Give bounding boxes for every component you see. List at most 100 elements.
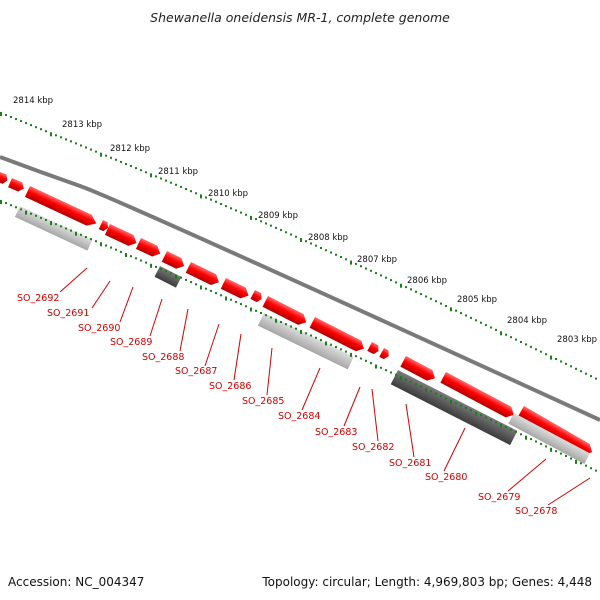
inner-tick-mark xyxy=(10,204,12,207)
inner-tick-mark xyxy=(405,378,407,381)
gene-label[interactable]: SO_2689 xyxy=(110,337,152,348)
gene-label[interactable]: SO_2690 xyxy=(78,323,120,334)
scale-tick-mark xyxy=(195,192,197,195)
gene-label[interactable]: SO_2680 xyxy=(425,472,467,483)
gene-feature-so-2682[interactable] xyxy=(262,296,309,328)
scale-tick-mark xyxy=(290,233,292,236)
scale-tick-mark xyxy=(520,341,522,343)
gene-label[interactable]: SO_2688 xyxy=(142,352,184,363)
scale-tick-label: 2814 kbp xyxy=(13,96,53,106)
feature-light-3[interactable] xyxy=(508,413,590,464)
gene-feature-so-2689[interactable] xyxy=(98,220,110,232)
gene-feature-so-2690[interactable] xyxy=(24,186,99,229)
scale-tick-mark xyxy=(50,132,52,137)
scale-tick-mark xyxy=(370,269,372,272)
scale-tick-label: 2805 kbp xyxy=(457,295,497,305)
inner-tick-mark xyxy=(80,233,82,236)
inner-tick-mark xyxy=(300,330,302,334)
scale-tick-mark xyxy=(215,200,217,203)
inner-tick-mark xyxy=(390,371,392,374)
scale-tick-mark xyxy=(75,142,77,145)
gene-feature-segment[interactable] xyxy=(518,406,595,457)
scale-tick-mark xyxy=(500,331,502,336)
inner-tick-mark xyxy=(495,421,497,424)
inner-tick-mark xyxy=(345,350,347,353)
inner-tick-mark xyxy=(485,416,487,419)
gene-feature-so-2679[interactable] xyxy=(379,348,391,361)
scale-tick-mark xyxy=(595,377,597,380)
gene-label[interactable]: SO_2679 xyxy=(478,492,520,503)
inner-tick-mark xyxy=(365,359,367,362)
gene-feature-so-2685[interactable] xyxy=(185,262,222,288)
scale-tick-mark xyxy=(280,229,282,232)
gene-feature-segment[interactable] xyxy=(440,372,516,420)
feature-dark-1[interactable] xyxy=(154,266,182,288)
scale-ticks: 2814 kbp 2813 kbp 2812 kbp 2811 kbp 2810 kbp… xyxy=(0,96,597,380)
inner-tick-mark xyxy=(230,298,232,301)
inner-tick-mark xyxy=(510,428,512,431)
gene-label[interactable]: SO_2684 xyxy=(278,411,320,422)
gene-feature-so-2684[interactable] xyxy=(220,278,251,301)
scale-tick-mark xyxy=(35,126,37,129)
gene-leader-line xyxy=(301,367,321,411)
gene-label[interactable]: SO_2678 xyxy=(515,506,557,517)
scale-tick-mark xyxy=(115,158,117,161)
inner-tick-mark xyxy=(375,364,377,369)
scale-tick-mark xyxy=(185,188,187,190)
inner-tick-mark xyxy=(200,285,202,290)
feature-light-2[interactable] xyxy=(257,313,354,370)
scale-tick-mark xyxy=(190,190,192,193)
gene-feature-so-2686[interactable] xyxy=(161,251,187,271)
gene-feature-so-2683[interactable] xyxy=(250,290,263,303)
gene-feature-so-2681[interactable] xyxy=(309,317,367,354)
scale-tick-mark xyxy=(530,345,532,348)
scale-tick-mark xyxy=(540,350,542,353)
gene-label[interactable]: SO_2686 xyxy=(209,381,251,392)
scale-tick-mark xyxy=(240,211,242,214)
gene-label[interactable]: SO_2683 xyxy=(315,427,357,438)
gene-feature-so-2687[interactable] xyxy=(135,238,163,259)
inner-tick-mark xyxy=(595,469,597,472)
gene-feature-so-2680[interactable] xyxy=(367,342,381,356)
scale-tick-label: 2809 kbp xyxy=(258,211,298,221)
scale-tick-mark xyxy=(155,175,157,178)
scale-tick-mark xyxy=(40,128,42,131)
inner-tick-mark xyxy=(295,327,297,330)
inner-tick-mark xyxy=(30,212,32,215)
scale-tick-mark xyxy=(265,222,267,225)
scale-tick-mark xyxy=(510,336,512,339)
inner-tick-mark xyxy=(120,250,122,253)
gene-label[interactable]: SO_2691 xyxy=(47,308,89,319)
scale-tick-mark xyxy=(170,181,172,184)
inner-tick-mark xyxy=(250,307,252,312)
gene-label[interactable]: SO_2685 xyxy=(242,396,284,407)
gene-feature-so-2691[interactable] xyxy=(8,178,26,193)
inner-tick-mark xyxy=(55,223,57,226)
scale-tick-mark xyxy=(340,256,342,258)
scale-tick-label: 2803 kbp xyxy=(557,335,597,345)
inner-tick-mark xyxy=(100,242,102,247)
inner-tick-mark xyxy=(310,334,312,337)
inner-tick-mark xyxy=(15,206,17,209)
scale-tick-mark xyxy=(180,185,182,188)
scale-tick-mark xyxy=(305,240,307,243)
scale-tick-mark xyxy=(245,213,247,216)
gene-label[interactable]: SO_2681 xyxy=(389,458,431,469)
gene-feature-so-2688[interactable] xyxy=(104,224,139,248)
feature-dark-2[interactable] xyxy=(390,370,518,446)
feature-light-1[interactable] xyxy=(14,206,93,251)
gene-label[interactable]: SO_2682 xyxy=(352,442,394,453)
inner-tick-mark xyxy=(445,397,447,400)
gene-label[interactable]: SO_2687 xyxy=(175,366,217,377)
inner-tick-mark xyxy=(385,369,387,372)
gene-label[interactable]: SO_2692 xyxy=(17,293,59,304)
gene-feature-so-2692[interactable] xyxy=(0,172,9,185)
scale-tick-mark xyxy=(345,258,347,261)
inner-tick-mark xyxy=(40,216,42,219)
gene-feature-so-2678[interactable] xyxy=(400,356,437,383)
gene-leader-line xyxy=(371,388,379,442)
scale-tick-mark xyxy=(25,122,27,125)
scale-tick-mark xyxy=(475,319,477,322)
inner-tick-mark xyxy=(475,411,477,416)
